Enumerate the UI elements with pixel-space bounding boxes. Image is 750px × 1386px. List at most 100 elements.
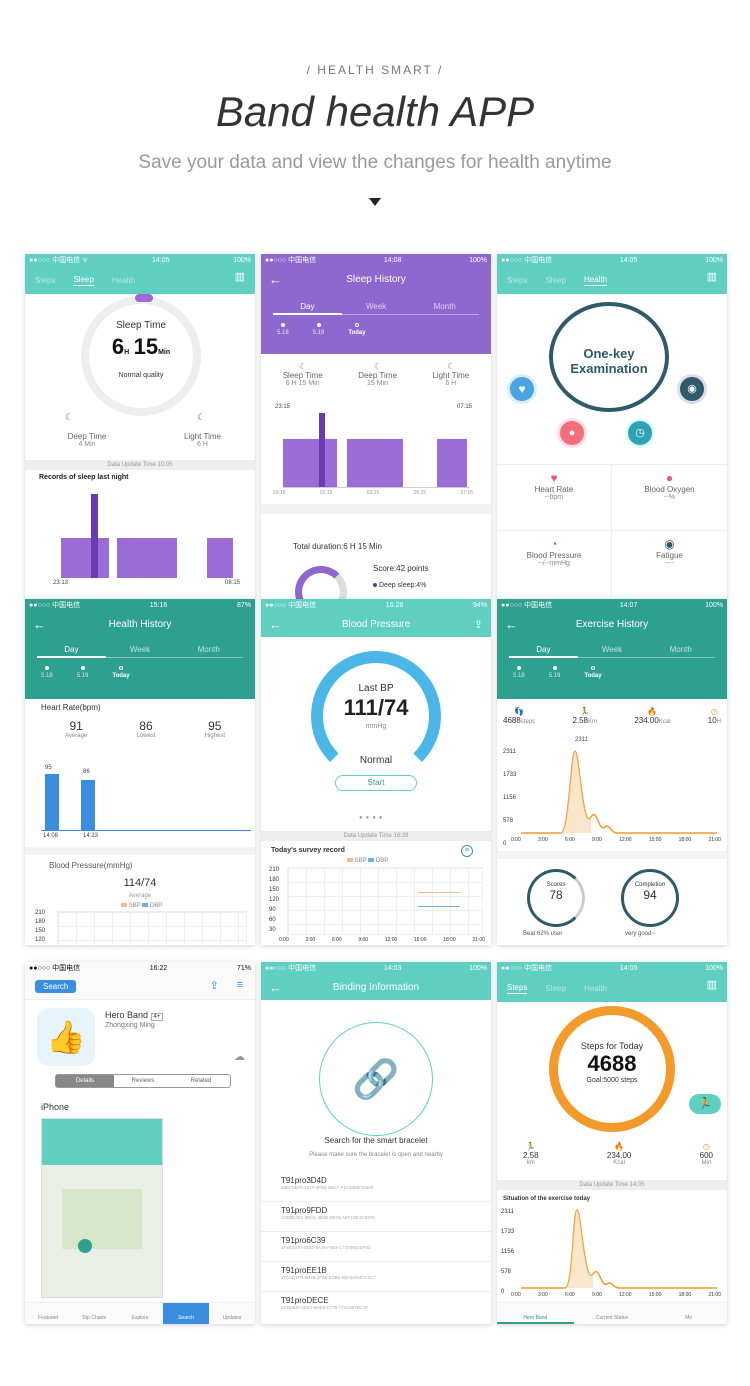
back-icon[interactable]: ← bbox=[269, 979, 282, 995]
back-icon[interactable]: ← bbox=[33, 616, 46, 632]
tab-updates[interactable]: Updates bbox=[222, 1315, 242, 1321]
list-item[interactable]: T91proDECE 227E0D6-2DE7-8AE6-C770-772A387… bbox=[281, 1296, 368, 1310]
chart-icon[interactable]: ▥ bbox=[234, 271, 245, 283]
run-button[interactable]: 🏃 bbox=[689, 1094, 721, 1114]
heart-rate-icon: ♥ bbox=[550, 471, 558, 485]
back-icon[interactable]: ← bbox=[269, 616, 282, 632]
seg-week[interactable]: Week bbox=[105, 645, 175, 658]
tab-sleep[interactable]: Sleep bbox=[545, 983, 566, 993]
heart-rate-cell[interactable]: ♥ Heart Rate --bpm bbox=[497, 465, 612, 531]
moon-icon: ☾ bbox=[197, 412, 206, 422]
back-icon[interactable]: ← bbox=[269, 271, 282, 287]
records-title: Records of sleep last night bbox=[39, 474, 129, 481]
seg-month[interactable]: Month bbox=[174, 645, 244, 658]
back-icon[interactable]: ← bbox=[505, 616, 518, 632]
seg-month[interactable]: Month bbox=[410, 302, 480, 315]
list-item[interactable]: T91proEE1B 27C6D1FB-9B49-1F4B-E3BE-B5A1D9… bbox=[261, 1262, 491, 1292]
tab-search[interactable]: Search bbox=[163, 1303, 209, 1324]
device-list: T91pro3D4D 58EC8B70-2577-4FB4-B8C7-F1A10E… bbox=[261, 1172, 491, 1322]
nav-title: Blood Pressure bbox=[341, 618, 411, 630]
app-store-tabbar: Featured Top Charts Explore Search Updat… bbox=[25, 1302, 255, 1324]
list-item[interactable]: T91pro9FDD C0B8E2E1-8BC1-4E3E-B573-A5F1DE… bbox=[261, 1202, 491, 1232]
bottom-tabbar: Hero Band Current Status Me bbox=[497, 1302, 727, 1324]
nav-title: Binding Information bbox=[332, 981, 420, 993]
list-item[interactable]: T91pro3D4D 58EC8B70-2577-4FB4-B8C7-F1A10E… bbox=[261, 1172, 491, 1202]
tab-featured[interactable]: Featured bbox=[37, 1315, 58, 1321]
bp-value: 111/74 bbox=[343, 695, 409, 720]
tab-reviews[interactable]: Reviews bbox=[131, 1078, 155, 1084]
one-key-exam-button[interactable]: One-key Examination bbox=[549, 302, 669, 412]
chart-icon[interactable]: ▥ bbox=[706, 271, 717, 283]
tab-details[interactable]: Details bbox=[56, 1075, 114, 1087]
eye-icon[interactable]: ◉ bbox=[677, 374, 707, 404]
screen-steps: ●●○○○ 中国电信 14:05 100% Steps Sleep Health ▥ S… bbox=[497, 962, 727, 1324]
tab-health[interactable]: Health bbox=[111, 275, 136, 285]
tab-steps[interactable]: Steps bbox=[507, 982, 528, 994]
tab-health[interactable]: Health bbox=[583, 983, 608, 993]
blood-oxygen-cell[interactable]: ● Blood Oxygen --% bbox=[612, 465, 727, 531]
seg-month[interactable]: Month bbox=[646, 645, 716, 658]
steps-count: 4688 bbox=[587, 1051, 637, 1076]
sleep-bar bbox=[61, 538, 109, 578]
tab-related[interactable]: Related bbox=[190, 1078, 212, 1084]
subtitle: Save your data and view the changes for … bbox=[138, 152, 612, 173]
seg-day[interactable]: Day bbox=[37, 645, 106, 658]
runner-icon: 🏃 bbox=[579, 707, 590, 716]
seg-week[interactable]: Week bbox=[341, 302, 411, 315]
sleep-bars bbox=[61, 494, 237, 578]
screen-exercise-history: ●●○○○ 中国电信 14:07 100% ← Exercise History Da… bbox=[497, 599, 727, 945]
tab-steps[interactable]: Steps bbox=[35, 275, 56, 285]
seg-week[interactable]: Week bbox=[577, 645, 647, 658]
sleep-bar bbox=[117, 538, 177, 578]
ring-progress bbox=[135, 294, 153, 302]
gauge-icon[interactable]: ◷ bbox=[625, 418, 655, 448]
menu-icon[interactable]: ≡ bbox=[461, 845, 473, 857]
blood-pressure-cell[interactable]: ◔ Blood Pressure --/--mmHg bbox=[497, 531, 612, 597]
tab-explore[interactable]: Explore bbox=[131, 1315, 149, 1321]
tab-steps[interactable]: Steps bbox=[507, 275, 528, 285]
main-title: Band health APP bbox=[215, 88, 535, 135]
heart-scan-icon[interactable]: ♥ bbox=[507, 374, 537, 404]
chart-icon[interactable]: ▥ bbox=[706, 979, 717, 991]
blood-pressure-title: Blood Pressure(mmHg) bbox=[49, 861, 133, 870]
tab-health[interactable]: Health bbox=[583, 274, 608, 286]
tab-hero-band[interactable]: Hero Band bbox=[497, 1303, 574, 1324]
screen-health-history: ●●○○○ 中国电信 15:16 87% ← Health History Day We… bbox=[25, 599, 255, 945]
deep-bar bbox=[91, 494, 98, 578]
exercise-line-chart bbox=[521, 750, 717, 834]
tab-me[interactable]: Me bbox=[685, 1315, 693, 1321]
tab-top-charts[interactable]: Top Charts bbox=[81, 1315, 107, 1321]
quality: Normal quality bbox=[118, 372, 164, 379]
cloud-download-icon[interactable]: ☁ bbox=[234, 1051, 245, 1063]
tab-sleep[interactable]: Sleep bbox=[73, 274, 94, 286]
total-duration: Total duration:6 H 15 Min bbox=[293, 542, 382, 551]
screen-sleep: ●●○○○ 中国电信 ᯤ 14:05 100% Steps Sleep Health… bbox=[25, 254, 255, 600]
page-header: / HEALTH SMART / Band health APP Save yo… bbox=[0, 0, 750, 240]
page-dots: ●●●● bbox=[359, 815, 386, 821]
steps-ring: Steps for Today 4688 Goal:5000 steps bbox=[549, 1006, 675, 1132]
oxygen-icon: ● bbox=[665, 471, 674, 485]
tab-sleep[interactable]: Sleep bbox=[545, 275, 566, 285]
start-button[interactable]: Start bbox=[335, 775, 417, 791]
heart-rate-title: Heart Rate(bpm) bbox=[41, 703, 101, 712]
ring-title: Sleep Time bbox=[115, 320, 167, 331]
back-to-search-button[interactable]: Search bbox=[35, 980, 77, 993]
seg-day[interactable]: Day bbox=[509, 645, 578, 658]
drop-icon[interactable]: ● bbox=[557, 418, 587, 448]
bp-survey-chart bbox=[287, 867, 483, 935]
pressure-icon: ◔ bbox=[550, 537, 558, 551]
share-icon[interactable]: ⇪ bbox=[473, 618, 483, 631]
share-icon[interactable]: ⇪ bbox=[209, 980, 219, 992]
seg-day[interactable]: Day bbox=[273, 302, 342, 315]
top-tabs: Steps Sleep Health bbox=[25, 266, 255, 294]
list-icon[interactable]: ≡ bbox=[236, 979, 243, 991]
heart-rate-bars bbox=[41, 774, 251, 831]
nav-title: Exercise History bbox=[575, 618, 649, 630]
bp-chart bbox=[57, 911, 247, 945]
tab-current-status[interactable]: Current Status bbox=[595, 1315, 629, 1321]
list-item[interactable]: T91pro6C39 4F6E0370-1B32-3A76-F583-C73409… bbox=[261, 1232, 491, 1262]
down-arrow-icon bbox=[369, 198, 381, 206]
score-ring: Scores 78 bbox=[527, 869, 585, 927]
fatigue-cell[interactable]: ◉ Fatigue ---- bbox=[612, 531, 727, 597]
moon-icon: ☾ bbox=[65, 412, 74, 422]
